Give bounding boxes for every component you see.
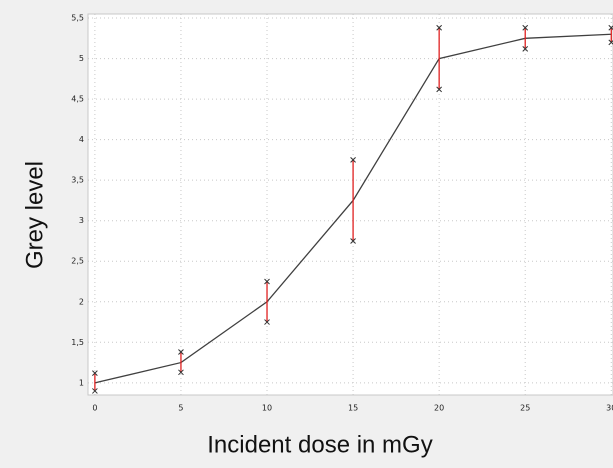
- y-axis-label: Grey level: [21, 161, 48, 269]
- x-tick-label: 30: [606, 404, 613, 413]
- y-tick-label: 5: [79, 54, 84, 63]
- error-marker: [178, 369, 184, 376]
- y-tick-label: 3: [79, 216, 84, 225]
- x-tick-label: 25: [520, 404, 530, 413]
- error-marker: [178, 349, 184, 355]
- x-axis-label: Incident dose in mGy: [207, 431, 432, 458]
- error-marker: [350, 238, 356, 244]
- error-marker: [436, 24, 443, 31]
- error-marker: [522, 46, 529, 52]
- y-tick-label: 3,5: [71, 176, 84, 185]
- y-tick-label: 2: [79, 297, 84, 306]
- error-marker: [522, 24, 529, 31]
- y-tick-label: 4: [79, 135, 84, 144]
- x-tick-label: 20: [434, 404, 444, 413]
- y-tick-label: 5,5: [71, 14, 84, 23]
- x-tick-label: 15: [348, 404, 358, 413]
- y-tick-label: 4,5: [71, 95, 84, 104]
- error-marker: [436, 86, 443, 93]
- error-marker: [92, 370, 98, 376]
- x-tick-label: 0: [92, 404, 97, 413]
- error-marker: [264, 278, 270, 285]
- y-tick-label: 2,5: [71, 257, 84, 266]
- error-marker: [92, 388, 98, 394]
- error-marker: [350, 157, 356, 163]
- x-tick-label: 5: [178, 404, 183, 413]
- plot-area: [87, 13, 613, 396]
- y-tick-label: 1,5: [71, 338, 84, 347]
- y-tick-label: 1: [79, 378, 84, 387]
- x-tick-label: 10: [262, 404, 272, 413]
- error-marker: [264, 319, 270, 325]
